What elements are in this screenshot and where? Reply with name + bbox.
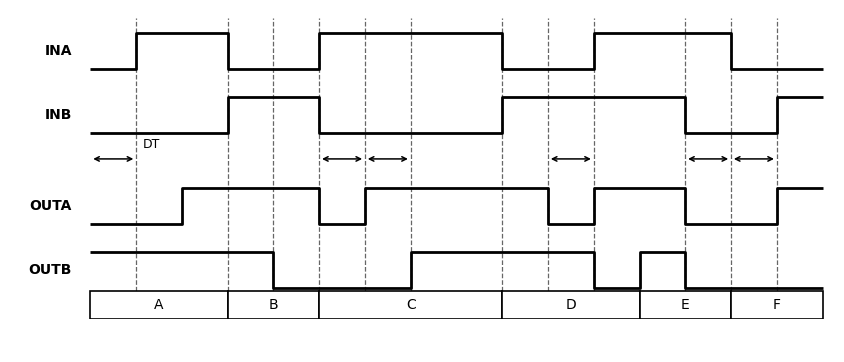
Bar	[731, 291, 823, 319]
Text: A: A	[154, 298, 164, 312]
Bar	[319, 291, 502, 319]
Bar	[90, 291, 228, 319]
Text: INB: INB	[45, 108, 72, 122]
Text: F: F	[773, 298, 781, 312]
Bar	[640, 291, 731, 319]
Text: DT: DT	[143, 138, 160, 151]
Text: INA: INA	[45, 44, 72, 58]
Text: OUTB: OUTB	[29, 263, 72, 277]
Bar	[228, 291, 319, 319]
Text: OUTA: OUTA	[30, 199, 72, 213]
Text: E: E	[681, 298, 690, 312]
Text: B: B	[268, 298, 279, 312]
Text: D: D	[565, 298, 576, 312]
Text: C: C	[406, 298, 415, 312]
Bar	[502, 291, 640, 319]
